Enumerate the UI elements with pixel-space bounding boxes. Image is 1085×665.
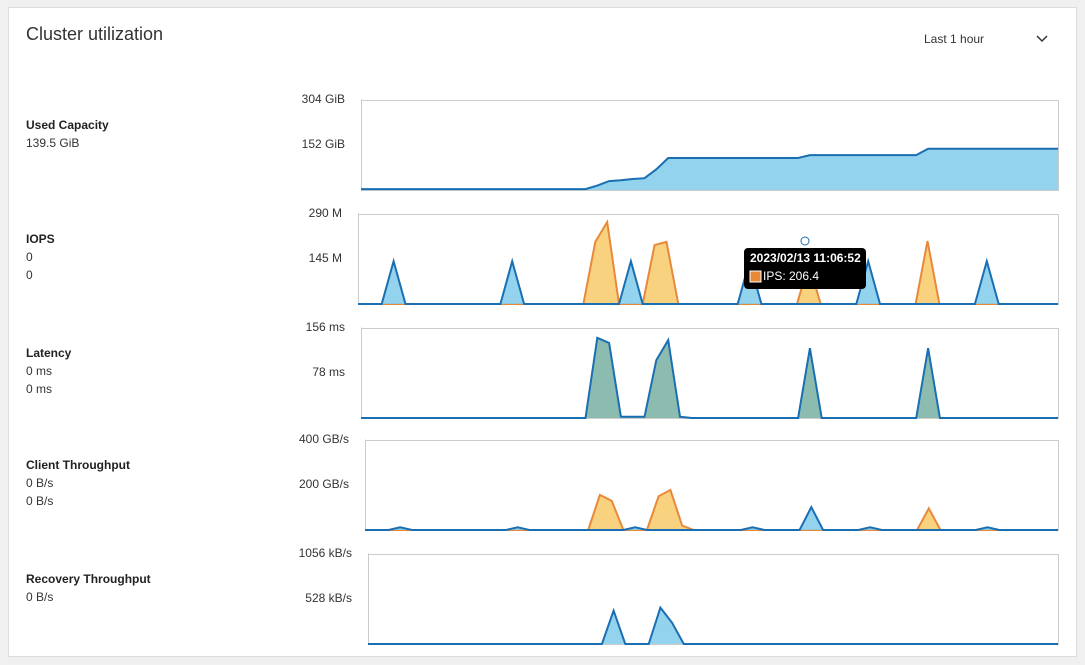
metric-value: 0 B/s <box>26 494 53 508</box>
dropdown-chevron[interactable] <box>1036 35 1048 43</box>
metric-label: Used Capacity <box>26 118 109 132</box>
tooltip-time: 2023/02/13 11:06:52 <box>750 251 861 265</box>
y-tick-label: 152 GiB <box>302 137 345 151</box>
series-line <box>358 257 1058 305</box>
y-tick-label: 290 M <box>309 206 342 220</box>
metric-label: Client Throughput <box>26 458 130 472</box>
metric-value: 0 ms <box>26 364 52 378</box>
metric-value: 0 ms <box>26 382 52 396</box>
metric-value: 0 B/s <box>26 590 53 604</box>
time-range[interactable]: Last 1 hour <box>924 32 984 46</box>
series-line <box>365 504 1058 531</box>
series-area <box>358 261 1058 304</box>
metric-label: IOPS <box>26 232 55 246</box>
metric-value: 0 <box>26 268 33 282</box>
y-tick-label: 400 GB/s <box>299 432 349 446</box>
metric-value: 139.5 GiB <box>26 136 79 150</box>
metric-value: 0 <box>26 250 33 264</box>
y-tick-label: 1056 kB/s <box>299 546 352 560</box>
series-area <box>361 148 1058 190</box>
metric-label: Latency <box>26 346 72 360</box>
title: Cluster utilization <box>26 24 163 44</box>
metric-label: Recovery Throughput <box>26 572 151 586</box>
series-line <box>368 605 1058 645</box>
series-line <box>361 336 1058 419</box>
y-tick-label: 156 ms <box>306 320 345 334</box>
card <box>8 7 1077 657</box>
hover-marker <box>800 236 810 246</box>
tooltip <box>744 248 866 289</box>
series-line <box>361 147 1058 191</box>
metric-value: 0 B/s <box>26 476 53 490</box>
y-tick-label: 78 ms <box>312 365 345 379</box>
y-tick-label: 528 kB/s <box>305 591 352 605</box>
y-tick-label: 304 GiB <box>302 92 345 106</box>
tooltip-text: IPS: 206.4 <box>763 269 819 283</box>
y-tick-label: 200 GB/s <box>299 477 349 491</box>
tooltip-swatch <box>749 270 762 283</box>
y-tick-label: 145 M <box>309 251 342 265</box>
